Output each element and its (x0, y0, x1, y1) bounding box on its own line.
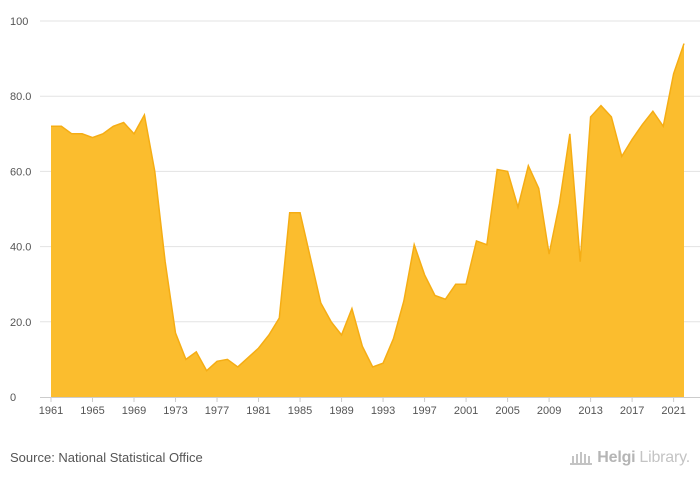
area-series (51, 43, 685, 398)
y-tick-label: 0 (10, 392, 16, 404)
x-tick-label: 2013 (578, 405, 602, 417)
x-tick-label: 2005 (495, 405, 519, 417)
x-tick-label: 1961 (39, 405, 63, 417)
x-tick-label: 1997 (412, 405, 436, 417)
x-tick-label: 2009 (537, 405, 561, 417)
x-tick-label: 1977 (205, 405, 229, 417)
library-building-icon (570, 452, 593, 465)
y-tick-label: 40.0 (10, 242, 31, 254)
y-tick-label: 100 (10, 16, 28, 28)
x-tick-label: 1969 (122, 405, 146, 417)
x-tick-label: 1989 (329, 405, 353, 417)
y-axis-ticks: 0 20.0 40.0 60.0 80.0 100 (10, 16, 31, 404)
source-note: Source: National Statistical Office (10, 450, 203, 465)
x-tick-label: 1965 (80, 405, 104, 417)
logo-text-helgi: Helgi (597, 449, 636, 466)
x-tick-label: 1985 (288, 405, 312, 417)
x-axis-ticks: 1961 1965 1969 1973 1977 1981 1985 1989 1993 1997… (39, 397, 686, 417)
y-tick-label: 60.0 (10, 166, 31, 178)
x-tick-label: 2021 (661, 405, 685, 417)
y-tick-label: 20.0 (10, 317, 31, 329)
x-tick-label: 1993 (371, 405, 395, 417)
x-tick-label: 1973 (163, 405, 187, 417)
area-line (51, 43, 685, 372)
x-tick-label: 2001 (454, 405, 478, 417)
area-fill (51, 43, 684, 398)
y-tick-label: 80.0 (10, 91, 31, 103)
logo-text-library: Library. (639, 449, 690, 466)
x-tick-label: 2017 (620, 405, 644, 417)
helgi-library-logo: Helgi Library. (569, 449, 690, 467)
x-tick-label: 1981 (246, 405, 270, 417)
